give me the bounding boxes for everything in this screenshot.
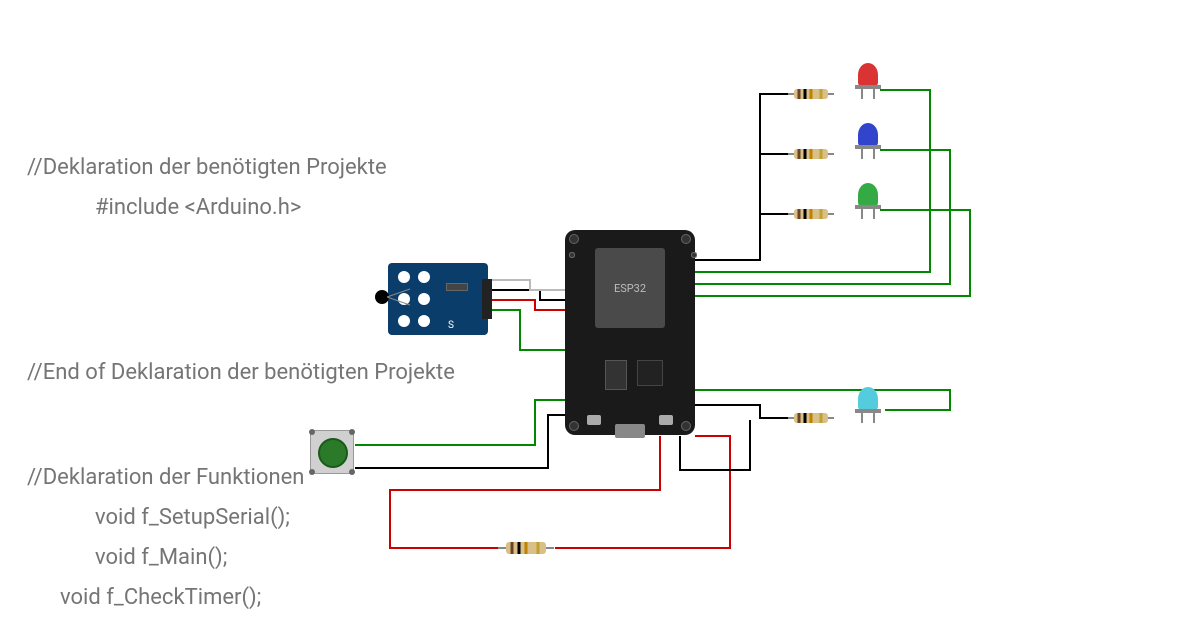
button-corner-icon xyxy=(349,429,355,435)
led-leads-icon xyxy=(855,209,881,221)
code-comment-2: //End of Deklaration der benötigten Proj… xyxy=(27,360,455,385)
resistor-green xyxy=(788,208,834,220)
led-leads-icon xyxy=(855,413,881,425)
module-hole-icon xyxy=(398,271,410,283)
mount-hole-icon xyxy=(569,421,579,431)
esp32-ic-icon xyxy=(637,360,663,386)
code-fn-main: void f_Main(); xyxy=(95,545,227,570)
sensor-header-pins xyxy=(482,279,492,319)
usb-port-icon xyxy=(615,424,645,438)
esp32-regulator-icon xyxy=(605,360,627,390)
led-green xyxy=(858,183,878,207)
esp32-board: ESP32 xyxy=(565,230,695,435)
code-fn-setup: void f_SetupSerial(); xyxy=(95,505,290,530)
push-button-cap xyxy=(318,438,348,468)
esp32-chip: ESP32 xyxy=(595,248,665,328)
sensor-smd-icon xyxy=(446,283,468,291)
led-leads-icon xyxy=(855,89,881,101)
button-corner-icon xyxy=(309,429,315,435)
code-fn-checktimer: void f_CheckTimer(); xyxy=(60,585,261,610)
esp32-reset-button xyxy=(659,415,673,425)
resistor-cyan xyxy=(788,412,834,424)
thermistor-leads xyxy=(380,285,420,315)
sensor-label-s: S xyxy=(448,320,454,331)
esp32-boot-button xyxy=(587,415,601,425)
module-hole-icon xyxy=(418,271,430,283)
led-cyan xyxy=(858,387,878,411)
led-leads-icon xyxy=(855,149,881,161)
module-hole-icon xyxy=(418,315,430,327)
button-corner-icon xyxy=(309,469,315,475)
mount-hole-icon xyxy=(681,421,691,431)
mount-hole-icon xyxy=(569,234,579,244)
resistor-red xyxy=(788,88,834,100)
code-include: #include <Arduino.h> xyxy=(95,195,301,220)
code-comment-3: //Deklaration der Funktionen xyxy=(27,465,304,490)
button-corner-icon xyxy=(349,469,355,475)
resistor-bottom xyxy=(498,541,554,555)
code-comment-1: //Deklaration der benötigten Projekte xyxy=(27,155,387,180)
push-button xyxy=(310,430,354,474)
led-red xyxy=(858,63,878,87)
resistor-blue xyxy=(788,148,834,160)
module-hole-icon xyxy=(398,315,410,327)
esp32-label: ESP32 xyxy=(614,282,646,295)
led-blue xyxy=(858,123,878,147)
mount-hole-icon xyxy=(681,234,691,244)
